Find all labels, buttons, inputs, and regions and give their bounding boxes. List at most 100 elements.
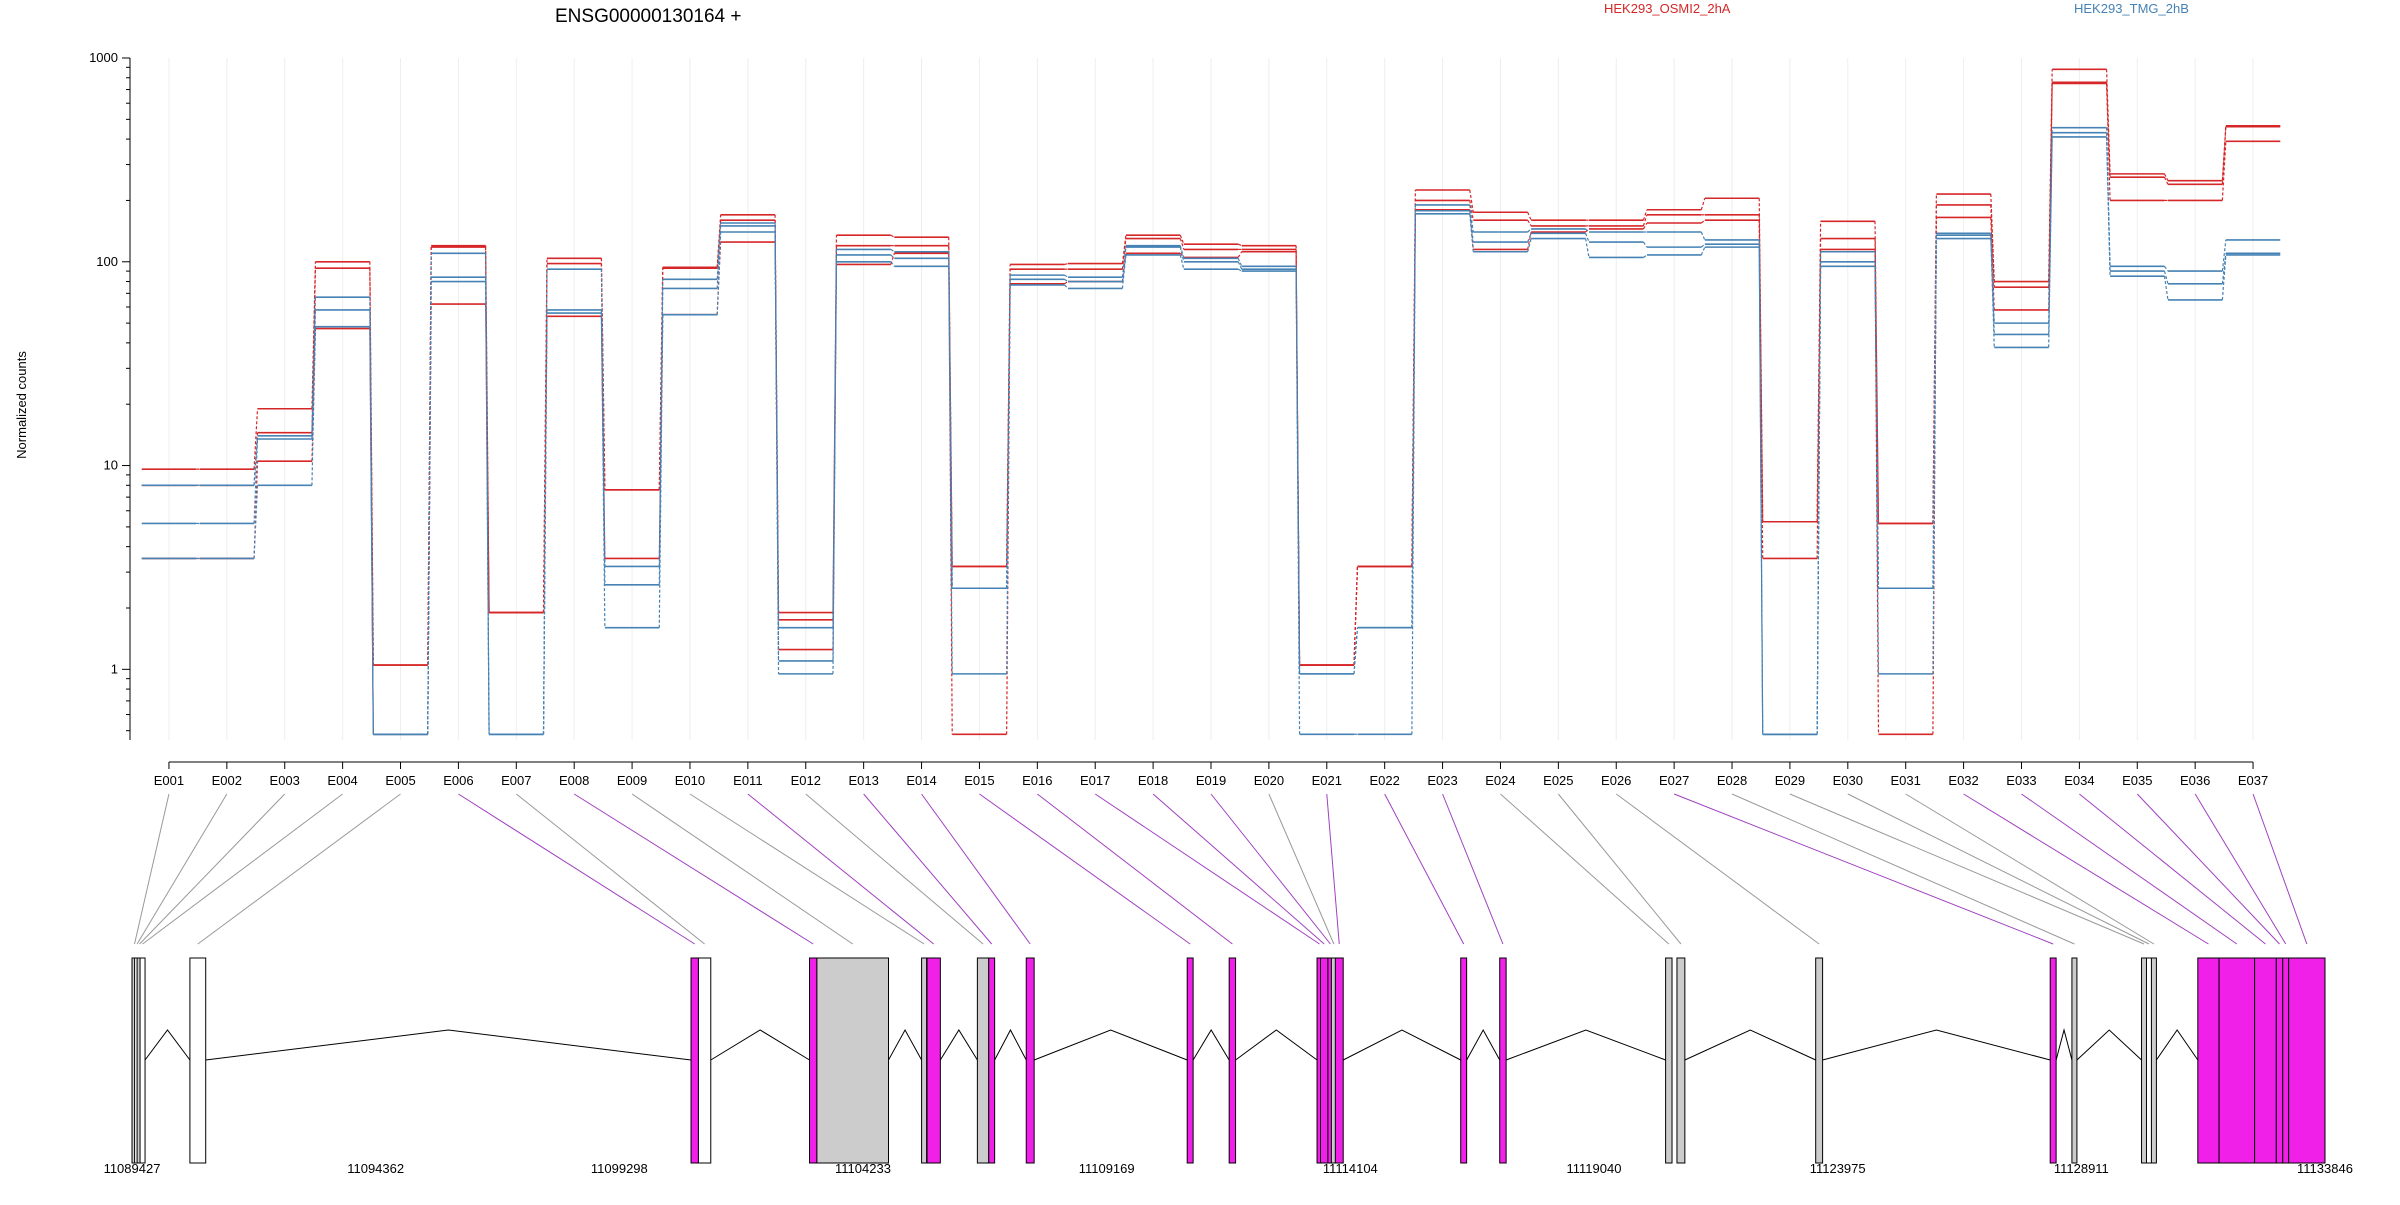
series-connector — [1006, 279, 1011, 589]
x-tick-label: E025 — [1543, 773, 1573, 788]
exon-connector — [689, 793, 925, 945]
series-connector — [1353, 566, 1359, 666]
series-connector — [2048, 136, 2053, 348]
exon-box — [2071, 957, 2078, 1164]
series-connector — [2105, 69, 2111, 174]
x-tick-label: E017 — [1080, 773, 1110, 788]
exon-box — [2150, 957, 2157, 1164]
series-connector — [1064, 284, 1069, 289]
exon-connector — [979, 793, 1191, 945]
exon-box — [1320, 957, 1329, 1164]
series-connector — [253, 408, 259, 470]
series-connector — [1585, 233, 1590, 243]
exon-box — [2275, 957, 2284, 1164]
series-connector — [1411, 210, 1416, 628]
exon-box — [1460, 957, 1468, 1164]
exon-connector — [1847, 793, 2150, 945]
series-connector — [600, 313, 606, 628]
exon-box — [921, 957, 928, 1164]
series-connector — [1990, 238, 1995, 348]
exon-box — [816, 957, 890, 1164]
series-connector — [890, 261, 895, 267]
series-connector — [2163, 265, 2169, 272]
exon-box — [2288, 957, 2326, 1164]
exon-box — [809, 957, 818, 1164]
series-connector — [716, 231, 722, 315]
exon-box — [697, 957, 712, 1164]
x-tick-label: E021 — [1312, 773, 1342, 788]
x-tick-label: E029 — [1775, 773, 1805, 788]
series-connector — [1237, 243, 1242, 247]
exon-connector — [2194, 793, 2287, 945]
series-connector — [311, 309, 317, 440]
exon-connector — [1442, 793, 1504, 945]
exon-connector — [1673, 793, 2054, 945]
exon-connector — [1326, 793, 1340, 945]
exon-box — [2282, 957, 2290, 1164]
series-connector — [2163, 276, 2169, 300]
x-tick-label: E016 — [1022, 773, 1052, 788]
exon-connector — [1789, 793, 2145, 945]
genomic-coordinate-label: 11119040 — [1567, 1161, 1622, 1176]
series-connector — [1584, 238, 1590, 258]
series-connector — [1527, 219, 1532, 227]
legend-entry-osmi2: HEK293_OSMI2_2hA — [1604, 1, 1731, 16]
series-connector — [890, 248, 895, 253]
exon-connector — [1905, 793, 2155, 945]
series-connector — [1179, 246, 1185, 262]
intron-line — [1505, 1029, 1666, 1061]
series-connector — [948, 266, 953, 674]
x-tick-label: E001 — [154, 773, 184, 788]
series-connector — [1700, 243, 1706, 248]
series-connector — [1121, 254, 1127, 289]
x-tick-label: E019 — [1196, 773, 1226, 788]
exon-connector — [921, 793, 1031, 945]
x-tick-label: E003 — [270, 773, 300, 788]
x-tick-label: E028 — [1717, 773, 1747, 788]
series-connector — [1064, 278, 1069, 283]
series-connector — [1527, 212, 1532, 221]
exon-box — [988, 957, 996, 1164]
intron-line — [1342, 1029, 1461, 1061]
y-tick-label: 100 — [96, 254, 118, 269]
chart-title: ENSG00000130164 + — [555, 6, 741, 27]
genomic-coordinate-label: 11109169 — [1079, 1161, 1135, 1176]
series-connector — [1179, 252, 1185, 258]
series-connector — [2163, 176, 2169, 185]
series-connector — [253, 435, 259, 486]
series-connector — [1295, 271, 1301, 735]
exon-box — [1228, 957, 1237, 1164]
series-layer — [141, 68, 2281, 736]
intron-line — [1466, 1028, 1501, 1061]
genomic-coordinate-label: 11128911 — [2054, 1161, 2109, 1176]
series-connector — [2048, 83, 2053, 288]
series-connector — [1932, 238, 1937, 674]
exon-connector — [136, 793, 228, 945]
series-connector — [1874, 251, 1880, 674]
series-connector — [890, 234, 895, 238]
series-connector — [1179, 254, 1185, 270]
x-tick-label: E022 — [1369, 773, 1399, 788]
series-connector — [1816, 251, 1822, 735]
series-connector — [2048, 132, 2053, 335]
exon-connector — [1210, 793, 1331, 945]
y-tick-label: 1 — [111, 661, 118, 676]
series-connector — [427, 281, 432, 735]
exon-connector — [1152, 793, 1325, 945]
exon-connector — [515, 793, 705, 945]
genomic-coordinate-label: 11114104 — [1323, 1161, 1378, 1176]
series-connector — [1411, 213, 1416, 735]
series-connector — [890, 254, 895, 259]
exon-connector — [1963, 793, 2209, 945]
series-connector — [2221, 254, 2227, 300]
series-connector — [1064, 281, 1069, 285]
genomic-coordinate-label: 11089427 — [104, 1161, 161, 1176]
exon-box — [189, 957, 207, 1164]
series-connector — [832, 261, 838, 674]
x-tick-label: E014 — [906, 773, 936, 788]
genomic-coordinate-label: 11133846 — [2297, 1161, 2353, 1176]
x-tick-label: E026 — [1601, 773, 1631, 788]
series-connector — [369, 326, 374, 735]
series-connector — [427, 277, 432, 735]
